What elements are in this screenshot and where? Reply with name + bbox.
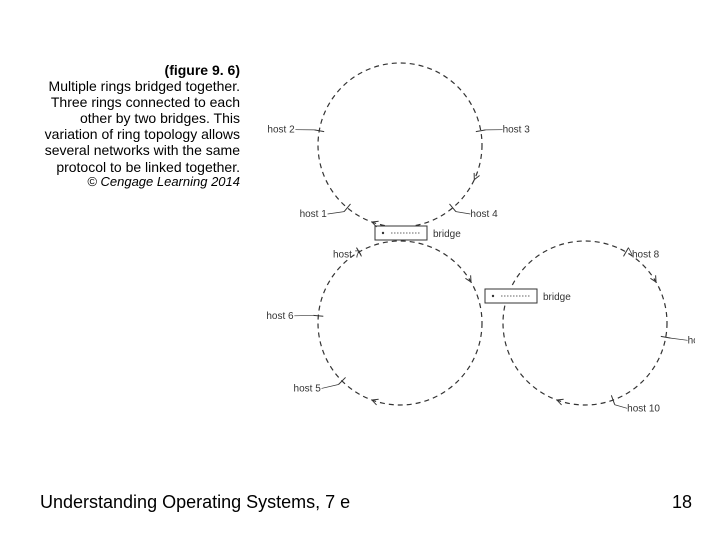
flow-arrow-icon — [465, 275, 471, 282]
host-connector-10 — [615, 405, 627, 409]
flow-arrow-icon — [650, 275, 656, 282]
host-label-8: host 8 — [632, 250, 660, 261]
host-label-4: host 4 — [470, 209, 498, 220]
host-label-1: host 1 — [300, 209, 328, 220]
host-tick-6 — [313, 315, 323, 316]
host-label-9: host 9 — [688, 335, 695, 346]
ring-3 — [503, 241, 667, 405]
ring-topology-diagram: host 1 host 2 host 3 host 4 host 5 host 6 host… — [255, 45, 695, 445]
host-connector-5 — [322, 385, 339, 389]
bridge-label-2: bridge — [543, 292, 571, 303]
host-label-6: host 6 — [266, 311, 294, 322]
bridge-label-1: bridge — [433, 229, 461, 240]
host-connector-1 — [328, 212, 344, 214]
caption-copyright: © Cengage Learning 2014 — [30, 175, 240, 190]
flow-arrow-icon — [557, 399, 564, 405]
host-label-2: host 2 — [267, 125, 295, 136]
bridge-port-icon — [492, 295, 494, 297]
host-tick-8 — [624, 248, 629, 257]
ring-1 — [318, 63, 482, 227]
page-number: 18 — [672, 492, 692, 513]
caption-body: Multiple rings bridged together. Three r… — [30, 78, 240, 175]
host-connector-9 — [671, 338, 688, 340]
caption-title: (figure 9. 6) — [30, 62, 240, 78]
host-label-10: host 10 — [627, 403, 660, 414]
host-label-3: host 3 — [503, 125, 531, 136]
host-label-7: host 7 — [333, 250, 361, 261]
host-label-5: host 5 — [294, 383, 322, 394]
host-connector-4 — [456, 212, 470, 214]
flow-arrow-icon — [372, 399, 379, 405]
figure-caption: (figure 9. 6) Multiple rings bridged tog… — [30, 62, 240, 190]
footer-title: Understanding Operating Systems, 7 e — [40, 492, 350, 513]
bridge-port-icon — [382, 232, 384, 234]
